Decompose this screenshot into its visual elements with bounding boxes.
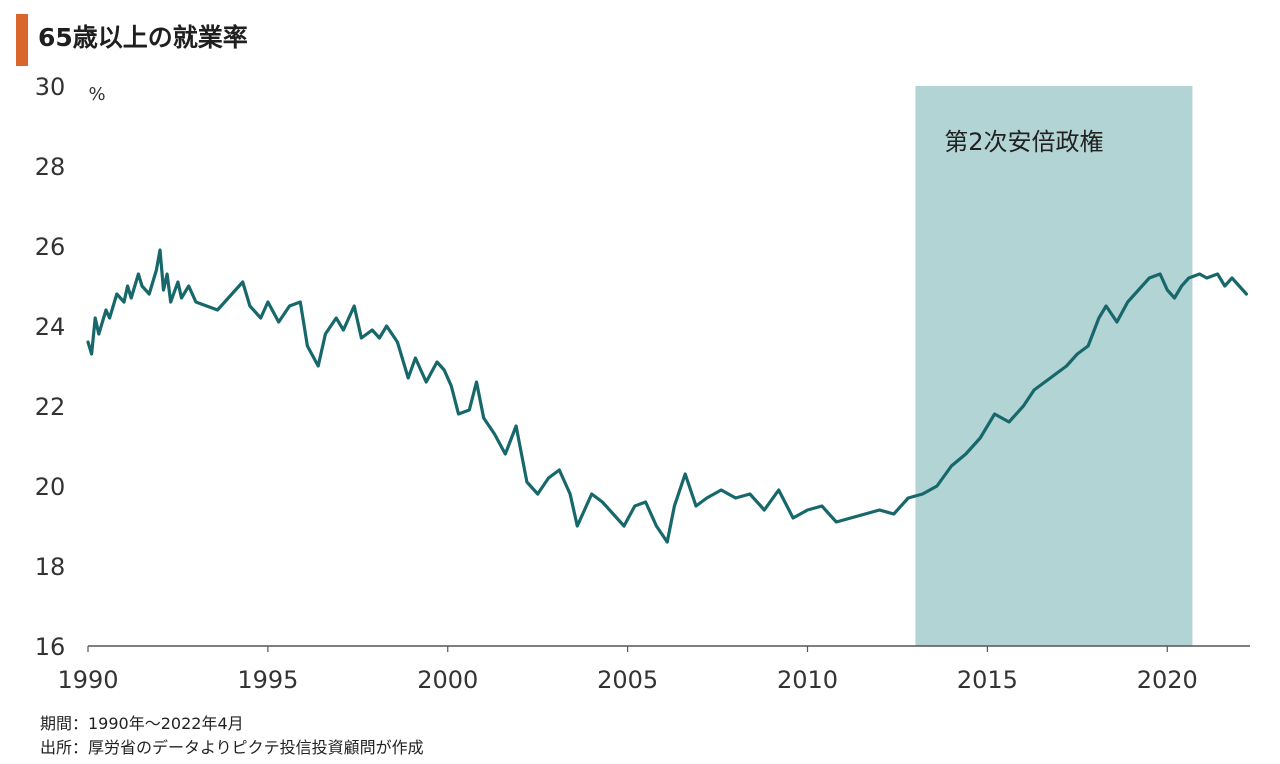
series-line: [86, 248, 1249, 544]
chart-title: 65歳以上の就業率: [38, 23, 248, 52]
x-tick-label: 2005: [597, 666, 658, 694]
x-tick-label: 1995: [237, 666, 298, 694]
x-tick-label: 2020: [1137, 666, 1198, 694]
y-tick-label: 30: [35, 73, 66, 101]
band-label: 第2次安倍政権: [944, 128, 1103, 156]
y-tick-label: 26: [35, 233, 66, 261]
x-tick-label: 1990: [57, 666, 118, 694]
y-tick-label: 28: [35, 153, 66, 181]
footnote-period: 期間：1990年～2022年4月: [40, 714, 244, 733]
y-tick-label: 20: [35, 473, 66, 501]
series-group: [86, 248, 1249, 544]
axes-group: 16 18 20 22 24 26 28 30 % 1990 1995 2000 2005 2010 201…: [35, 73, 1250, 694]
x-tick-label: 2010: [777, 666, 838, 694]
highlight-band: [915, 86, 1193, 646]
footnote-source: 出所：厚労省のデータよりピクテ投信投資顧問が作成: [40, 738, 424, 757]
y-tick-label: 24: [35, 313, 66, 341]
x-tick-label: 2000: [417, 666, 478, 694]
title-accent-bar: [16, 14, 28, 66]
y-tick-label: 18: [35, 553, 66, 581]
x-tick-label: 2015: [957, 666, 1018, 694]
y-tick-label: 22: [35, 393, 66, 421]
highlight-band-group: [915, 86, 1193, 646]
labels-group: 第2次安倍政権: [944, 128, 1103, 156]
y-tick-label: 16: [35, 633, 66, 661]
y-unit-label: %: [88, 84, 105, 105]
